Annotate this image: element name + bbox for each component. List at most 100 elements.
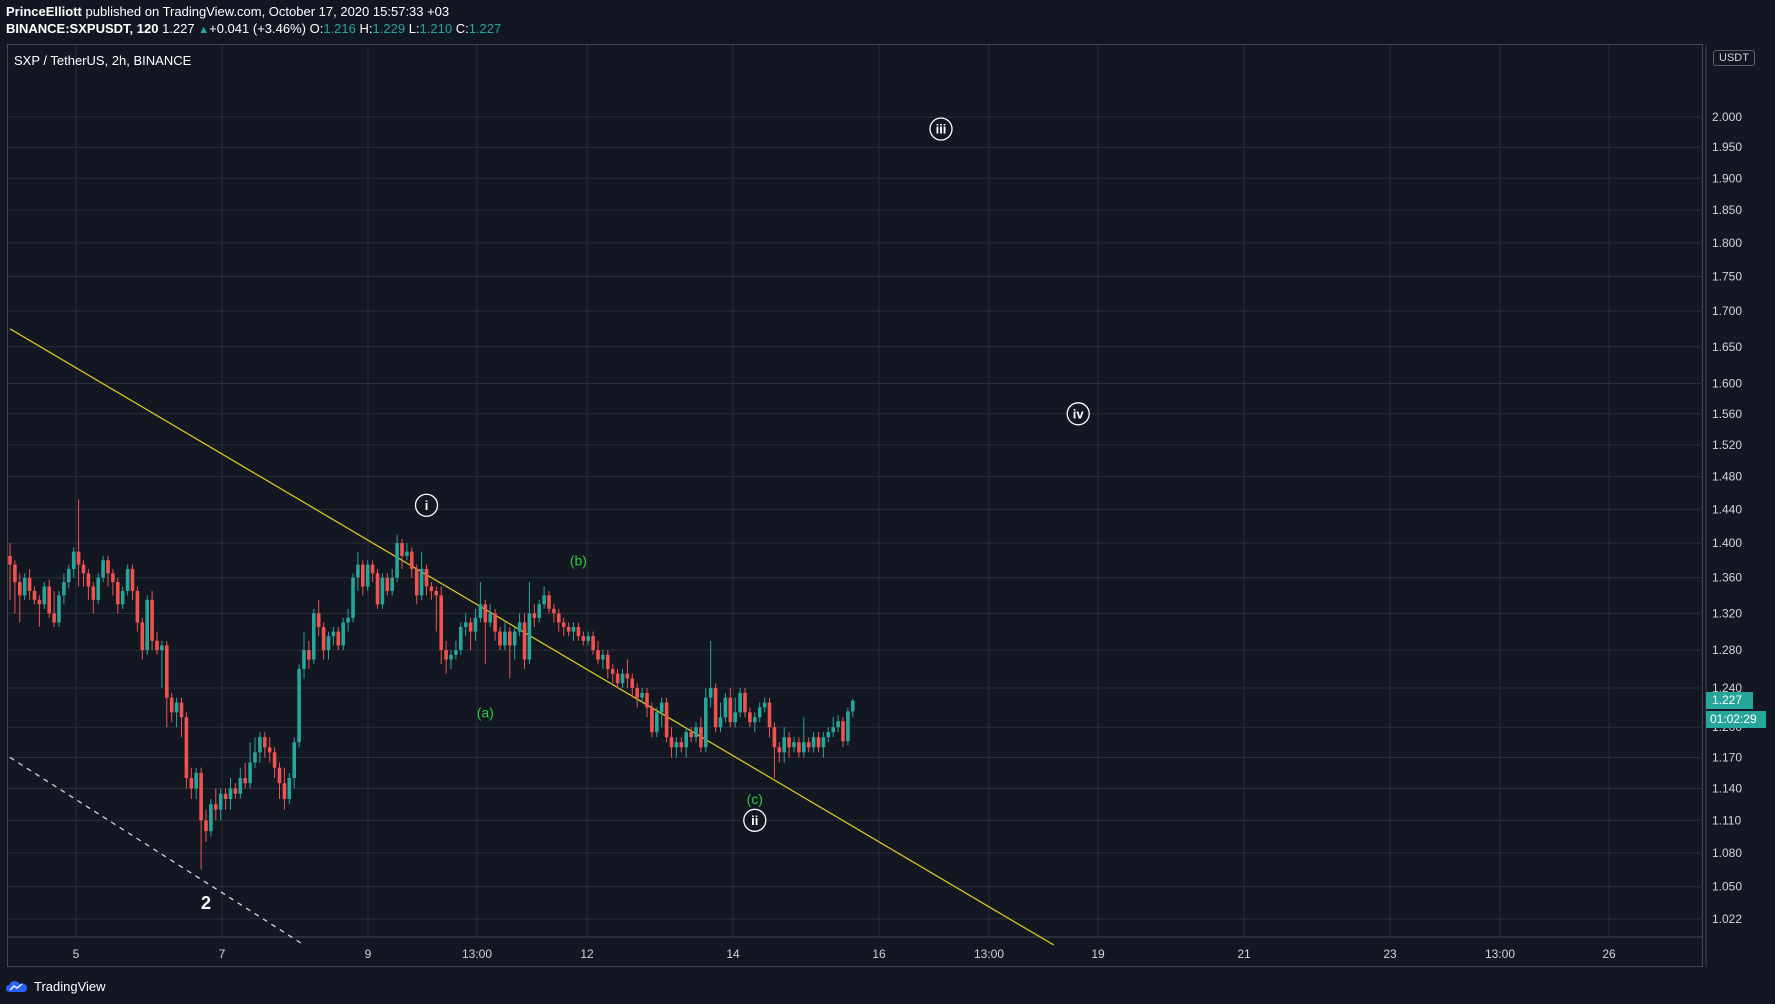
candle [214,788,218,821]
candle [753,712,757,733]
candle [424,564,429,596]
candle-body [552,608,556,614]
wave-circle [743,808,767,832]
candle-body [517,622,522,632]
high-value: 1.229 [372,21,406,36]
candle [375,568,380,609]
candle [816,732,821,753]
candle [400,538,404,569]
candle [586,631,590,646]
candle-body [429,586,434,591]
tradingview-logo[interactable]: TradingView [6,976,106,996]
close-label: C: [455,21,469,36]
candle [674,737,679,758]
candle [483,599,488,665]
candle-body [704,697,708,748]
candle-body [267,747,272,753]
close-value: 1.227 [468,21,502,36]
wave-circle [929,117,953,141]
candle-body [52,613,56,623]
wave-label: 2 [201,893,211,913]
candle-body [806,742,811,748]
candle [635,683,639,708]
candle-body [263,737,267,748]
candle-body [664,702,669,738]
candle-body [47,586,51,614]
candle-body [846,711,850,742]
candle-body [684,732,688,748]
candle [120,586,125,609]
candle [326,631,331,660]
candle-body [772,727,777,748]
candle-body [32,590,37,600]
candle [419,551,424,600]
candle [508,627,512,679]
y-tick-label: 1.080 [1712,846,1742,860]
candle [684,727,688,758]
candle [723,692,728,723]
candle-body [532,613,537,618]
candle [351,573,355,623]
bar-countdown: 01:02:29 [1706,711,1766,728]
candle-body [557,613,561,623]
trendlines[interactable] [9,328,1055,946]
up-arrow-icon: ▲ [198,24,210,36]
chart-area[interactable] [7,44,1703,967]
currency-badge[interactable]: USDT [1713,50,1755,66]
candle-body [694,727,698,738]
candle-body [650,707,654,733]
author-name[interactable]: PrinceElliott [6,4,82,19]
candle [189,767,194,800]
footer [0,968,1775,1004]
trendline-dashed [9,756,305,946]
ohlc-legend: BINANCE:SXPUSDT, 120 1.227 ▲+0.041 (+3.4… [6,21,501,38]
x-tick-label: 5 [73,947,80,961]
candle-body [316,613,321,628]
candle-body [723,697,728,718]
candle [493,608,497,641]
y-tick-label: 1.900 [1712,171,1742,185]
x-tick-label: 14 [726,947,740,961]
candle [606,650,610,679]
candle [439,586,443,665]
candle-body [738,692,742,713]
candle [444,640,448,674]
open-label: O: [309,21,324,36]
candle-body [228,788,233,800]
y-tick-label: 1.360 [1712,571,1742,585]
candle [62,573,66,605]
candle-body [37,599,42,605]
candle [86,568,91,600]
candle-body [615,673,620,684]
candle-body [444,650,448,660]
candle-body [116,582,120,605]
candle [713,683,718,733]
candle [532,604,537,628]
candle [463,613,468,637]
candle-body [410,551,414,569]
candle-body [689,732,693,738]
candle-body [508,631,512,646]
y-tick-label: 1.480 [1712,470,1742,484]
candle-body [468,622,473,632]
low-label: L: [408,21,420,36]
candle-body [478,604,483,618]
candle-body [713,688,718,728]
candle [52,590,56,628]
candle [277,762,282,800]
candle [194,767,198,800]
x-tick-label: 9 [365,947,372,961]
candle-body [292,742,296,779]
candle [640,688,644,703]
candle-body [512,631,517,646]
candle-body [571,627,576,632]
candle-body [596,650,600,660]
y-tick-label: 1.320 [1712,606,1742,620]
candle-body [248,762,252,784]
candle-body [96,577,100,600]
y-tick-label: 1.240 [1712,681,1742,695]
price-change: +0.041 (+3.46%) [209,21,306,36]
candle-body [13,564,17,583]
candle-body [22,577,27,596]
